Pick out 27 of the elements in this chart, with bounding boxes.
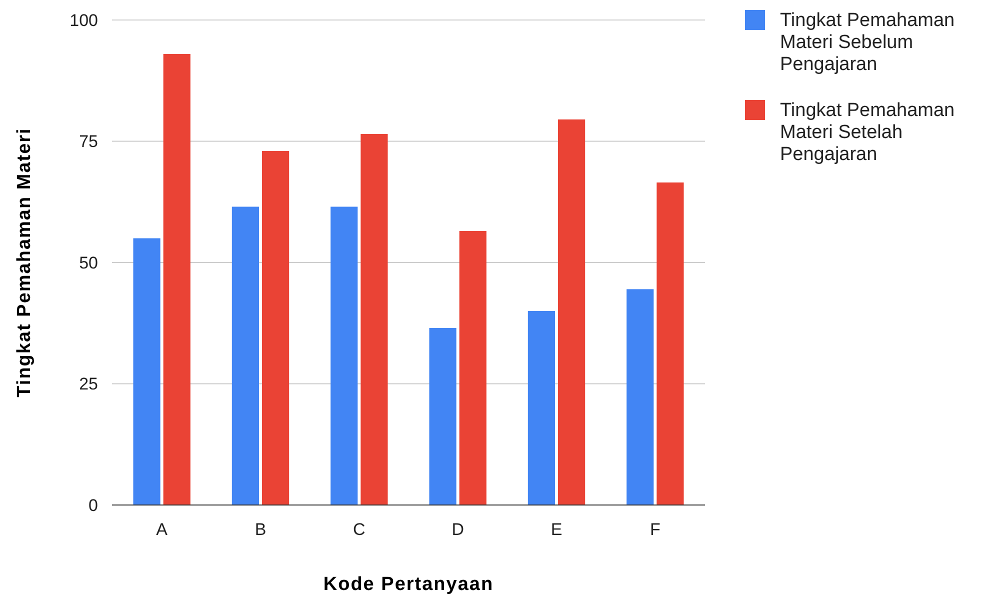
x-tick-label: B — [254, 520, 266, 539]
bar — [360, 134, 388, 505]
y-tick-label: 75 — [79, 132, 98, 152]
y-tick-label: 0 — [88, 496, 98, 515]
bar — [459, 230, 486, 505]
bar — [232, 206, 259, 505]
x-tick-label: C — [353, 520, 366, 539]
x-tick-label: F — [650, 520, 660, 539]
bar — [626, 289, 654, 505]
bar — [558, 119, 586, 505]
bar — [163, 54, 190, 505]
y-axis-title: Tingkat Pemahaman Materi — [14, 128, 35, 398]
bar — [429, 328, 456, 505]
bar — [528, 311, 556, 505]
x-tick-label: E — [550, 520, 562, 539]
y-tick-label: 50 — [79, 253, 98, 272]
bar — [330, 206, 358, 505]
bar — [133, 238, 160, 505]
legend-label: Tingkat Pemahaman Materi Setelah Pengajaran — [780, 100, 955, 165]
y-tick-label: 25 — [79, 374, 98, 394]
x-tick-label: D — [452, 520, 464, 539]
x-axis-title: Kode Pertanyaan — [323, 574, 494, 595]
legend-label: Tingkat Pemahaman Materi Sebelum Pengajaran — [780, 10, 955, 75]
bar — [656, 182, 684, 505]
x-tick-label: A — [156, 520, 168, 539]
y-tick-label: 100 — [70, 10, 98, 30]
bar — [262, 150, 290, 505]
